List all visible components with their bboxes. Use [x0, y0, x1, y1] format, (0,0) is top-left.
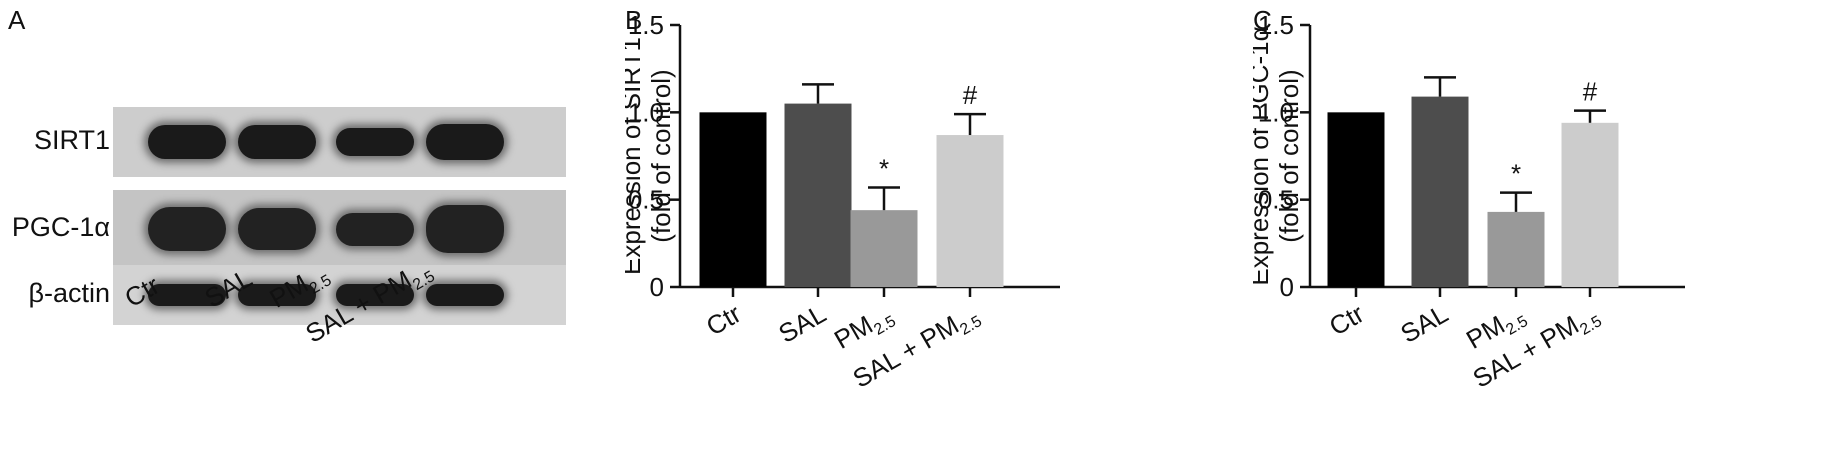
blot-band [238, 208, 316, 250]
bar [1487, 211, 1545, 287]
y-tick-label: 0 [650, 272, 664, 302]
x-tick-label: SAL + PM2.5 [848, 298, 986, 397]
panel-letter-b: B [625, 5, 643, 35]
significance-marker: * [879, 153, 889, 183]
y-axis-label: Expression of SIRT1 [625, 37, 646, 275]
blot-strip [113, 265, 566, 325]
significance-marker: # [963, 80, 978, 110]
blot-band [426, 124, 504, 160]
bar [784, 103, 852, 287]
blot-strip [113, 107, 566, 177]
y-axis-label: (fold of control) [646, 69, 676, 242]
y-tick-label: 0.5 [1258, 185, 1294, 215]
y-tick-label: 0.5 [628, 185, 664, 215]
blot-band [336, 212, 414, 246]
blot-row-label: β-actin [28, 278, 110, 308]
y-tick-label: 1.5 [1258, 10, 1294, 40]
blot-band [238, 125, 316, 159]
blot-band [148, 207, 226, 251]
y-axis-label: Expression of PGC-1α [1253, 26, 1274, 285]
blot-band [148, 125, 226, 159]
y-tick-label: 0 [1280, 272, 1294, 302]
y-tick-label: 1.0 [628, 97, 664, 127]
bar [1411, 96, 1469, 287]
blot-band [426, 284, 504, 306]
x-tick-label: Ctr [701, 298, 746, 341]
x-tick-label: SAL [1395, 298, 1453, 349]
blot-strip [113, 190, 566, 268]
blot-band [426, 204, 504, 254]
y-axis-label: (fold of control) [1274, 69, 1304, 242]
panel-letter-c: C [1253, 5, 1272, 35]
x-tick-label: SAL [773, 298, 831, 349]
sirt1-bar-chart: Expression of SIRT1 (fold of control) 0 0.5… [625, 10, 1060, 397]
bar [1561, 122, 1619, 288]
blot-band [336, 128, 414, 156]
blot-band [336, 284, 414, 306]
y-tick-label: 1.0 [1258, 97, 1294, 127]
western-blot-panel: A SIRT1 PGC-1α β-actin Ctr SAL PM2.5 SAL + PM… [0, 0, 600, 466]
bar [1327, 112, 1385, 287]
significance-marker: * [1511, 159, 1521, 189]
blot-row-label: PGC-1α [11, 212, 110, 242]
bar [936, 135, 1004, 287]
pgc1a-bar-chart: Expression of PGC-1α (fold of control) 0 0.… [1253, 10, 1685, 394]
y-tick-label: 1.5 [628, 10, 664, 40]
panel-letter-a: A [8, 5, 26, 35]
significance-marker: # [1583, 77, 1598, 107]
blot-row-label: SIRT1 [33, 125, 110, 155]
bar [850, 210, 918, 287]
x-tick-label: Ctr [1324, 298, 1369, 341]
bar [699, 112, 767, 287]
blot-band [148, 284, 226, 306]
blot-band [238, 284, 316, 306]
